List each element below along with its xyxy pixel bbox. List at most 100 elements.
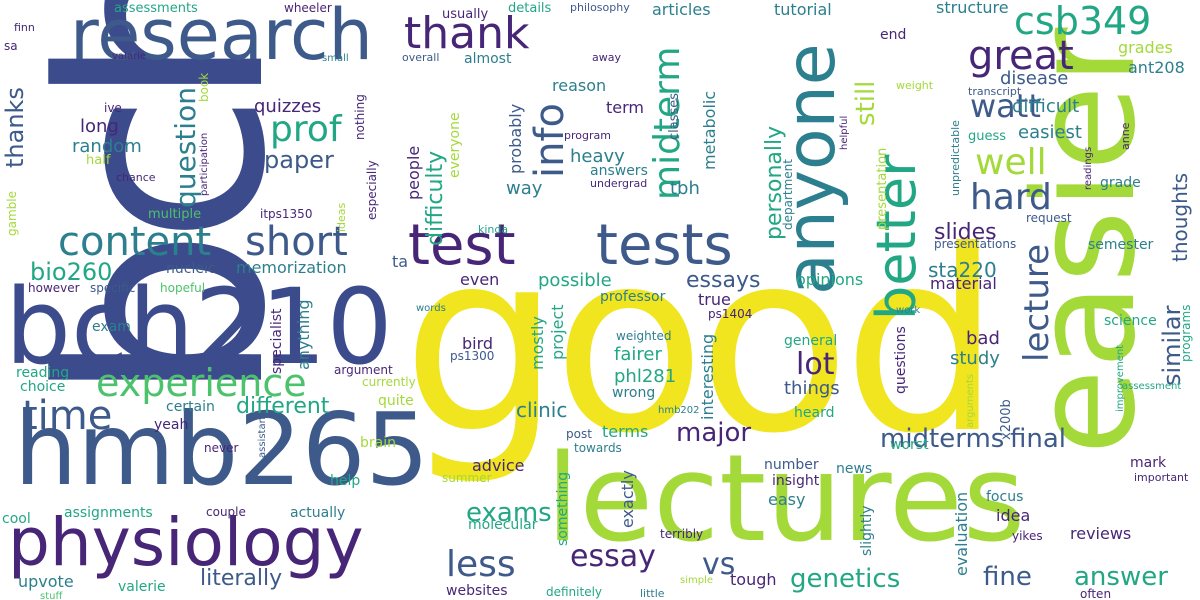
word: end <box>880 27 907 43</box>
word: never <box>204 441 239 455</box>
word: difficulty <box>423 150 448 246</box>
word: tbh <box>670 178 700 199</box>
word: tests <box>596 213 733 278</box>
word: exams <box>466 498 552 528</box>
word: prof <box>270 109 342 150</box>
word: possible <box>538 270 612 291</box>
word: little <box>640 587 665 600</box>
word: valerie <box>118 579 166 595</box>
word: reason <box>552 76 607 95</box>
word: material <box>930 274 997 293</box>
word: actually <box>290 505 346 521</box>
word: participation <box>199 132 210 196</box>
word: quizzes <box>254 96 322 117</box>
word: time <box>22 393 113 439</box>
word: reading <box>16 365 70 381</box>
word: book <box>197 72 211 102</box>
word: anything <box>294 299 313 370</box>
word: kinda <box>478 223 509 236</box>
word: itps1350 <box>260 207 313 221</box>
word: specialist <box>269 308 285 374</box>
word: hmb265 <box>14 391 430 508</box>
word: interesting <box>698 333 717 420</box>
word: details <box>508 1 552 16</box>
word: philosophy <box>570 1 630 14</box>
word: opinions <box>796 270 864 289</box>
word: weight <box>896 79 934 92</box>
word: easy <box>768 490 806 509</box>
word: couple <box>206 505 246 519</box>
word: evaluation <box>952 491 971 576</box>
word: unpredictable <box>949 120 962 196</box>
word: valarie <box>112 51 146 62</box>
word: assignments <box>64 505 153 521</box>
word: grades <box>1118 38 1173 57</box>
word: assistant <box>257 413 268 458</box>
word: half <box>86 153 111 168</box>
word: upvote <box>18 572 74 591</box>
word: tutorial <box>774 0 832 19</box>
word: vs <box>702 547 736 582</box>
word: midterms <box>880 424 1005 454</box>
word: overall <box>402 51 440 64</box>
word: quite <box>378 393 414 409</box>
word: presentations <box>934 237 1017 251</box>
word: almost <box>464 51 512 67</box>
word: csb349 <box>1014 0 1152 43</box>
word: assessment <box>1122 381 1182 392</box>
word: experience <box>96 361 307 405</box>
word: clinic <box>516 398 568 422</box>
word: definitely <box>546 585 603 599</box>
word: tough <box>730 570 777 589</box>
word: even <box>460 270 500 289</box>
word: probably <box>506 103 525 174</box>
word: away <box>592 51 621 64</box>
word: ta <box>392 252 409 271</box>
word: good <box>402 197 1001 488</box>
word: especially <box>365 160 379 220</box>
word: metabolic <box>700 90 719 170</box>
word: fairer <box>614 344 662 365</box>
word: difficult <box>1012 96 1080 117</box>
word: presentation <box>875 147 890 230</box>
word: anne <box>1119 122 1132 150</box>
word: chance <box>116 171 156 184</box>
word: slides <box>934 220 997 245</box>
word: grade <box>1100 175 1141 191</box>
word: different <box>236 394 330 419</box>
word: advice <box>472 456 525 475</box>
word: usually <box>442 7 489 22</box>
word: bio260 <box>30 258 113 286</box>
word: number <box>764 457 819 473</box>
word: test <box>408 213 516 278</box>
word: gamble <box>5 191 19 236</box>
word: transcript <box>968 85 1022 98</box>
word: mostly <box>528 316 547 370</box>
word: department <box>781 159 795 230</box>
word: project <box>548 304 567 360</box>
word: ps1404 <box>708 307 753 321</box>
word: sa <box>4 39 18 53</box>
word: watt <box>970 87 1041 125</box>
word: exam <box>92 319 131 335</box>
word: yikes <box>1012 529 1043 543</box>
word: reviews <box>1070 524 1132 543</box>
word: stuff <box>40 591 63 600</box>
word: news <box>836 461 873 477</box>
word: yeah <box>154 417 189 433</box>
word: thanks <box>1 87 29 168</box>
word: insight <box>772 473 820 489</box>
word: less <box>446 544 516 585</box>
word: hopeful <box>160 281 206 295</box>
word: essay <box>570 539 656 574</box>
word: well <box>975 142 1047 183</box>
word: ant208 <box>1128 58 1185 77</box>
word: still <box>851 80 881 126</box>
word: classes <box>667 92 682 140</box>
word: small <box>322 53 349 64</box>
word: specific <box>90 281 136 295</box>
word: content <box>58 219 212 265</box>
word: structure <box>936 0 1009 17</box>
word: argument <box>334 363 393 377</box>
word: answer <box>1074 562 1168 592</box>
